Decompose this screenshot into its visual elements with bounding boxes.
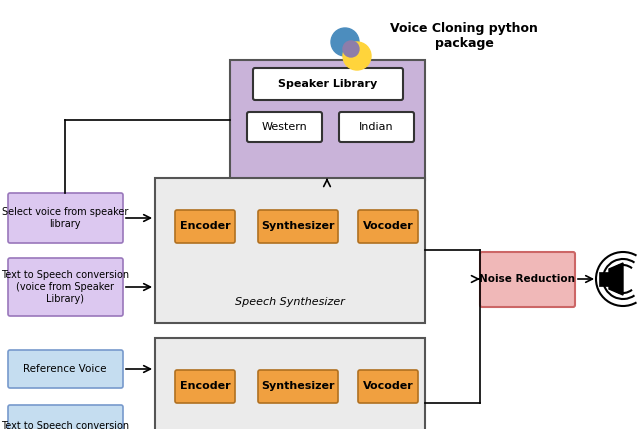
Bar (155, 178, 425, 323)
Text: Indian: Indian (358, 122, 394, 132)
Circle shape (343, 42, 371, 70)
FancyBboxPatch shape (339, 112, 414, 142)
Bar (155, 338, 425, 429)
Text: Text to Speech conversion
(voice from Speaker
Library): Text to Speech conversion (voice from Sp… (1, 270, 129, 304)
Bar (230, 60, 425, 180)
FancyBboxPatch shape (8, 193, 123, 243)
Text: Noise Reduction: Noise Reduction (479, 274, 575, 284)
FancyBboxPatch shape (258, 370, 338, 403)
Polygon shape (609, 263, 623, 295)
Text: Text to Speech conversion
(voice from reference voice): Text to Speech conversion (voice from re… (0, 421, 134, 429)
FancyBboxPatch shape (258, 210, 338, 243)
FancyBboxPatch shape (480, 252, 575, 307)
Text: Encoder: Encoder (180, 221, 230, 231)
Text: Reference Voice: Reference Voice (23, 364, 107, 374)
Text: Speech Synthesizer: Speech Synthesizer (235, 297, 345, 307)
Text: Encoder: Encoder (180, 381, 230, 391)
FancyBboxPatch shape (8, 350, 123, 388)
Text: Synthesizer: Synthesizer (261, 381, 335, 391)
Text: Speaker Library: Speaker Library (278, 79, 378, 89)
Text: Vocoder: Vocoder (363, 221, 413, 231)
FancyBboxPatch shape (358, 370, 418, 403)
FancyBboxPatch shape (253, 68, 403, 100)
Circle shape (331, 28, 359, 56)
Text: Western: Western (261, 122, 307, 132)
FancyBboxPatch shape (8, 258, 123, 316)
FancyBboxPatch shape (358, 210, 418, 243)
FancyBboxPatch shape (8, 405, 123, 429)
Circle shape (343, 41, 359, 57)
Text: Vocoder: Vocoder (363, 381, 413, 391)
FancyBboxPatch shape (175, 370, 235, 403)
Text: Select voice from speaker
library: Select voice from speaker library (2, 207, 128, 229)
FancyBboxPatch shape (175, 210, 235, 243)
Bar (599, 272, 609, 286)
Text: Synthesizer: Synthesizer (261, 221, 335, 231)
Text: Voice Cloning python
package: Voice Cloning python package (390, 22, 538, 50)
FancyBboxPatch shape (247, 112, 322, 142)
